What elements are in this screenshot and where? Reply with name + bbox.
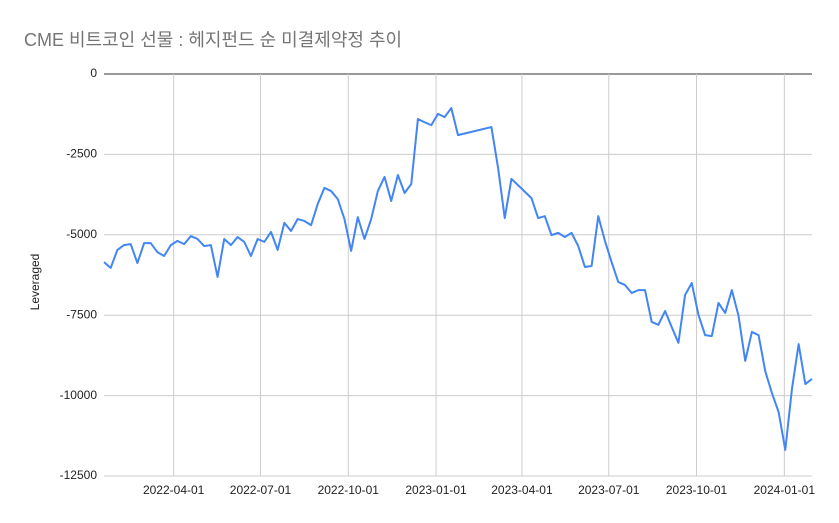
x-tick-label: 2023-10-01 — [666, 483, 728, 497]
data-line — [103, 107, 813, 451]
y-tick-label: -2500 — [66, 147, 97, 161]
y-tick-label: 0 — [90, 66, 97, 80]
y-tick-label: -12500 — [60, 468, 98, 482]
y-tick-label: -5000 — [66, 227, 97, 241]
x-tick-label: 2023-04-01 — [491, 483, 553, 497]
y-tick-label: -10000 — [60, 388, 98, 402]
chart-title: CME 비트코인 선물 : 헤지펀드 순 미결제약정 추이 — [24, 30, 402, 50]
x-tick-label: 2022-04-01 — [143, 483, 205, 497]
x-tick-label: 2022-07-01 — [230, 483, 292, 497]
x-tick-label: 2022-10-01 — [318, 483, 380, 497]
x-tick-label: 2023-01-01 — [405, 483, 467, 497]
x-tick-label: 2023-07-01 — [578, 483, 640, 497]
y-tick-label: -7500 — [66, 307, 97, 321]
x-tick-label: 2024-01-01 — [754, 483, 816, 497]
y-axis-label: Leveraged — [28, 254, 42, 311]
